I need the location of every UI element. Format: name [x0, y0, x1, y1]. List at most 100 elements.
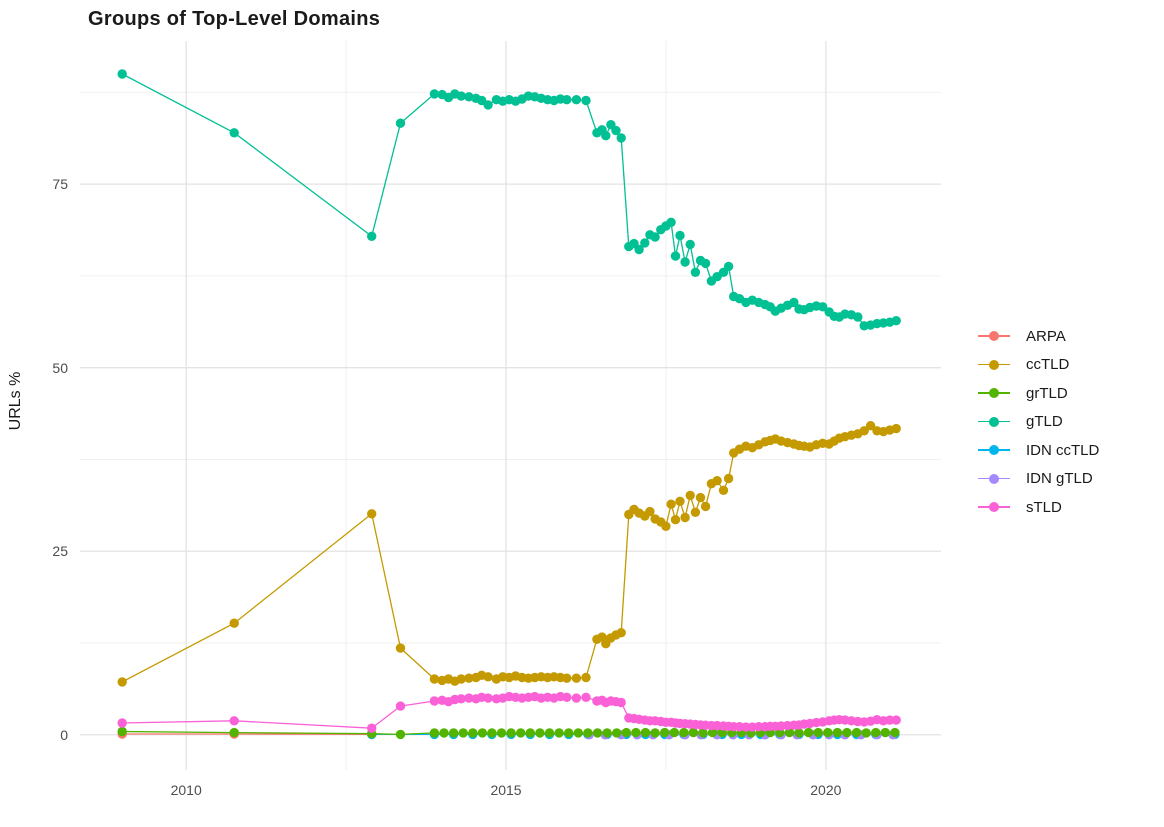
legend-key-icon	[978, 413, 1010, 431]
data-point-grtld	[439, 728, 449, 738]
data-point-grtld	[506, 728, 516, 738]
y-tick-label: 75	[52, 176, 68, 193]
x-tick-label: 2015	[490, 782, 522, 798]
data-point-cctld	[712, 476, 722, 486]
data-point-grtld	[851, 727, 862, 738]
data-point-grtld	[871, 727, 881, 738]
data-point-grtld	[650, 728, 660, 738]
legend: ARPA ccTLD grTLD gTLD IDN ccTLD IDN gTLD sTLD	[978, 322, 1099, 522]
data-point-grtld	[573, 728, 583, 738]
data-point-cctld	[367, 509, 377, 519]
data-point-grtld	[477, 728, 488, 738]
data-point-gtld	[456, 91, 466, 101]
legend-item-stld: sTLD	[978, 493, 1099, 522]
data-point-grtld	[496, 728, 507, 738]
legend-item-arpa: ARPA	[978, 322, 1099, 351]
data-point-cctld	[891, 423, 901, 434]
data-point-cctld	[666, 499, 676, 509]
data-point-gtld	[891, 316, 901, 326]
data-point-stld	[616, 697, 626, 708]
data-point-grtld	[688, 727, 699, 738]
y-tick-label: 25	[52, 543, 68, 560]
legend-key-icon	[978, 356, 1010, 374]
data-point-cctld	[865, 421, 876, 431]
series-arpa	[117, 729, 377, 740]
data-point-grtld	[794, 728, 804, 738]
data-point-gtld	[429, 89, 440, 99]
legend-key-icon	[978, 327, 1010, 345]
series-stld	[117, 691, 901, 733]
legend-label: grTLD	[1026, 384, 1068, 402]
data-point-gtld	[818, 302, 828, 312]
data-point-gtld	[601, 131, 611, 141]
data-point-cctld	[464, 673, 474, 683]
data-point-grtld	[592, 728, 603, 738]
data-point-gtld	[571, 95, 582, 105]
data-point-cctld	[685, 490, 695, 501]
legend-label: IDN ccTLD	[1026, 441, 1100, 459]
data-point-cctld	[680, 512, 690, 523]
data-point-cctld	[661, 521, 671, 531]
legend-key-dot	[989, 473, 999, 484]
legend-key-dot	[989, 416, 999, 427]
data-point-grtld	[679, 727, 689, 738]
data-point-stld	[117, 718, 127, 728]
data-point-gtld	[640, 238, 650, 248]
series-grtld	[117, 726, 900, 740]
legend-label: gTLD	[1026, 413, 1063, 431]
data-point-grtld	[823, 727, 833, 738]
data-point-gtld	[723, 261, 734, 272]
data-point-cctld	[859, 426, 869, 436]
data-point-grtld	[229, 727, 239, 738]
data-point-grtld	[395, 729, 406, 740]
data-point-cctld	[723, 473, 734, 484]
data-point-grtld	[621, 727, 631, 738]
data-point-grtld	[448, 728, 459, 738]
data-point-stld	[395, 701, 406, 711]
data-point-grtld	[660, 727, 670, 738]
data-point-gtld	[395, 118, 406, 128]
data-point-grtld	[803, 727, 814, 738]
data-point-grtld	[612, 728, 622, 738]
data-point-stld	[229, 716, 239, 726]
data-point-grtld	[468, 728, 478, 738]
data-point-cctld	[456, 674, 466, 684]
data-point-stld	[429, 696, 440, 706]
legend-label: ARPA	[1026, 327, 1066, 345]
data-point-gtld	[690, 267, 701, 277]
data-point-grtld	[429, 728, 440, 738]
data-point-gtld	[229, 128, 239, 138]
legend-label: ccTLD	[1026, 356, 1070, 374]
legend-key-icon	[978, 470, 1010, 488]
data-point-grtld	[554, 728, 564, 738]
data-point-cctld	[581, 672, 591, 683]
y-tick-label: 50	[52, 359, 68, 376]
data-point-stld	[464, 693, 474, 703]
legend-item-cctld: ccTLD	[978, 351, 1099, 380]
data-point-cctld	[670, 515, 681, 525]
data-point-cctld	[571, 673, 582, 683]
data-point-cctld	[675, 496, 685, 506]
data-point-gtld	[367, 231, 377, 241]
data-point-grtld	[516, 728, 526, 738]
data-point-grtld	[861, 728, 871, 738]
data-point-grtld	[890, 727, 900, 738]
data-point-gtld	[789, 297, 799, 308]
data-point-gtld	[650, 232, 660, 242]
data-point-gtld	[680, 257, 690, 267]
legend-key-dot	[989, 502, 999, 513]
data-point-grtld	[564, 728, 574, 738]
chart-title: Groups of Top-Level Domains	[88, 8, 381, 30]
series-cctld	[117, 421, 901, 687]
data-point-grtld	[842, 727, 852, 738]
data-point-gtld	[666, 217, 676, 227]
data-point-grtld	[117, 726, 127, 737]
data-point-stld	[456, 694, 466, 704]
data-point-cctld	[395, 643, 406, 653]
series-line-gtld	[121, 73, 897, 327]
data-point-grtld	[698, 728, 708, 738]
data-point-cctld	[645, 506, 655, 517]
data-point-cctld	[483, 672, 493, 682]
